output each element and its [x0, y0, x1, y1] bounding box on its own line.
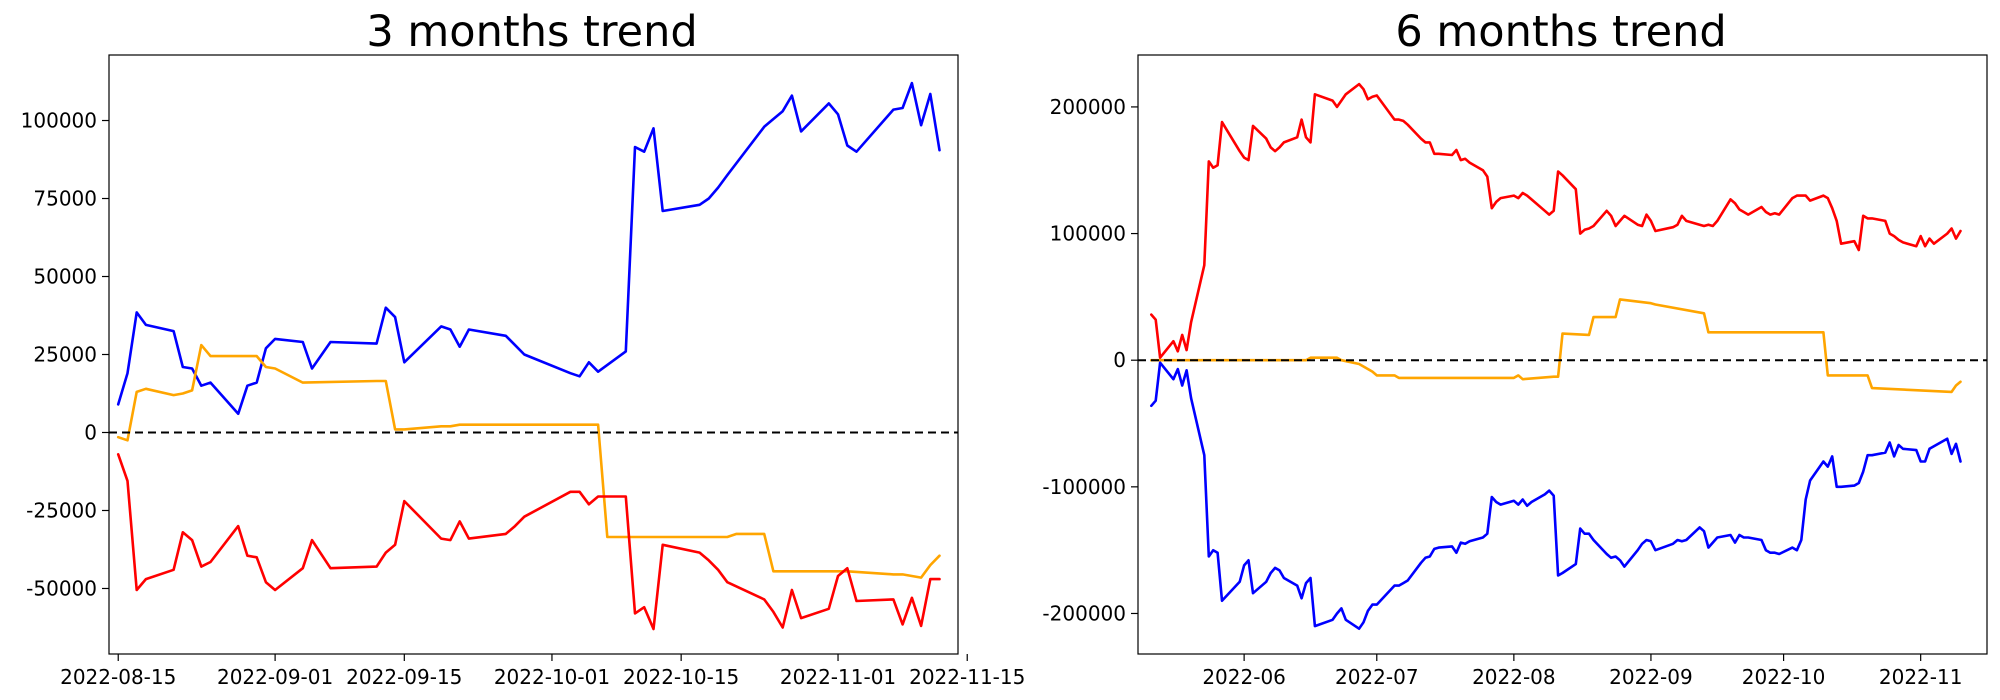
- series-line-2: [116, 452, 941, 631]
- panel-6-months: 6 months trend -200000 -100000 0 100000 2000…: [1042, 7, 1988, 689]
- y-tick-label: 0: [1113, 348, 1126, 372]
- x-tick-label: 2022-07: [1335, 665, 1419, 689]
- y-tick-label: 75000: [33, 187, 97, 211]
- x-tick-label: 2022-09-15: [346, 665, 462, 689]
- axes-layer: -200000 -100000 0 100000 200000 2022-06 2022-0…: [1042, 54, 1988, 689]
- x-tick-label: 2022-10-15: [623, 665, 739, 689]
- y-tick-label: 100000: [21, 109, 97, 133]
- y-tick-label: -200000: [1042, 601, 1126, 625]
- series-layer: [116, 81, 941, 631]
- chart-title: 6 months trend: [1395, 7, 1726, 57]
- y-tick-label: 0: [84, 420, 97, 444]
- series-layer: [1150, 82, 1962, 631]
- x-tick-label: 2022-08-15: [60, 665, 176, 689]
- y-tick-label: -100000: [1042, 475, 1126, 499]
- chart-title: 3 months trend: [366, 7, 697, 57]
- x-tick-label: 2022-11-15: [909, 665, 1025, 689]
- y-tick-label: 100000: [1050, 222, 1126, 246]
- y-tick-label: 200000: [1050, 95, 1126, 119]
- y-tick-label: 25000: [33, 343, 97, 367]
- series-line-0: [116, 81, 941, 416]
- y-tick-label: -50000: [26, 576, 97, 600]
- x-tick-label: 2022-11-01: [780, 665, 896, 689]
- x-tick-label: 2022-10-01: [494, 665, 610, 689]
- x-tick-label: 2022-06: [1202, 665, 1286, 689]
- panel-3-months: 3 months trend -50000 -25000 0 25000 50000 75…: [21, 7, 1026, 689]
- series-line-1: [116, 343, 941, 579]
- axes-layer: -50000 -25000 0 25000 50000 75000 100000 2022-0…: [21, 54, 1025, 689]
- plot-frame: [108, 54, 959, 655]
- series-line-2: [1150, 361, 1962, 631]
- series-line-1: [1150, 298, 1962, 394]
- y-tick-label: 50000: [33, 265, 97, 289]
- x-tick-label: 2022-09-01: [217, 665, 333, 689]
- plot-frame: [1137, 54, 1988, 655]
- x-tick-label: 2022-08: [1472, 665, 1556, 689]
- series-line-0: [1150, 82, 1962, 360]
- y-tick-label: -25000: [26, 498, 97, 522]
- x-tick-label: 2022-09: [1609, 665, 1693, 689]
- x-tick-label: 2022-11: [1879, 665, 1963, 689]
- x-tick-label: 2022-10: [1742, 665, 1826, 689]
